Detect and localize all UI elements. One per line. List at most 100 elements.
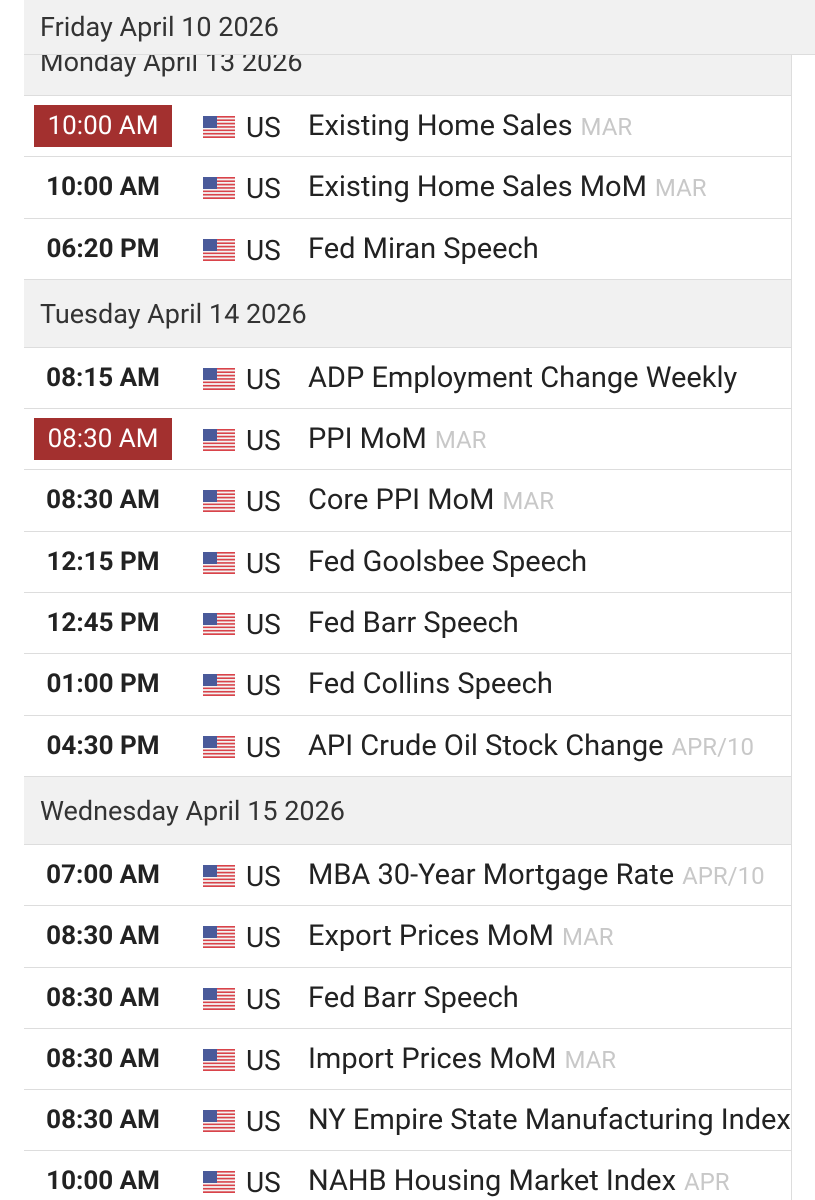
event-period: APR/10: [682, 861, 765, 890]
flag: [203, 674, 235, 700]
country: US: [246, 608, 281, 642]
country: US: [246, 172, 281, 206]
event-row[interactable]: 07:00 AM US MBA 30-Year Mortgage Rate APR/1…: [24, 845, 791, 907]
flag: [203, 864, 235, 891]
event: NAHB Housing Market Index APR: [308, 1151, 730, 1200]
event-period: APR/10: [671, 732, 754, 761]
flag: [203, 1110, 235, 1136]
event-time: 08:30 AM: [46, 921, 160, 952]
event-time: 10:00 AM: [46, 172, 160, 203]
event-time: 08:30 AM: [34, 418, 172, 461]
event-row[interactable]: 10:00 AM US Existing Home Sales MAR: [24, 96, 791, 158]
event-row[interactable]: 12:45 PM US Fed Barr Speech: [24, 593, 791, 655]
event: Fed Collins Speech: [308, 654, 553, 714]
event-time: 10:00 AM: [34, 105, 172, 147]
us-flag: [203, 177, 235, 200]
country: US: [246, 1105, 281, 1139]
us-flag: [203, 429, 235, 452]
event-row[interactable]: 08:30 AM US Fed Barr Speech: [24, 968, 791, 1029]
us-flag: [203, 1110, 235, 1133]
event-name: API Crude Oil Stock Change: [308, 728, 664, 763]
us-flag: [203, 735, 235, 758]
event-period: MAR: [502, 487, 554, 516]
event-row[interactable]: 08:15 AM US ADP Employment Change Weekly: [24, 348, 791, 410]
event-name: Fed Barr Speech: [308, 606, 519, 641]
event-row[interactable]: 01:00 PM US Fed Collins Speech: [24, 654, 791, 716]
event-time: 04:30 PM: [46, 730, 160, 761]
us-flag: [203, 926, 235, 949]
country: US: [246, 362, 281, 396]
event-period: MAR: [564, 1045, 617, 1074]
country: US: [246, 730, 281, 764]
event: Fed Barr Speech: [308, 968, 519, 1028]
event: Existing Home Sales MAR: [308, 96, 633, 156]
event-name: Fed Collins Speech: [308, 667, 553, 702]
event: Fed Goolsbee Speech: [308, 532, 588, 592]
event-row[interactable]: 08:30 AM US Export Prices MoM MAR: [24, 906, 791, 968]
event-period: MAR: [580, 113, 633, 141]
country: US: [246, 111, 281, 144]
flag: [203, 735, 235, 762]
event-name: Fed Barr Speech: [308, 980, 519, 1015]
day-header: Wednesday April 15 2026: [24, 776, 791, 845]
event-period: MAR: [561, 923, 614, 952]
country: US: [246, 859, 281, 893]
event-row[interactable]: 08:30 AM US Import Prices MoM MAR: [24, 1029, 791, 1091]
us-flag: [203, 864, 235, 887]
event-name: Fed Miran Speech: [308, 231, 539, 266]
country: US: [246, 1166, 281, 1200]
flag: [203, 238, 235, 265]
event-row[interactable]: 08:30 AM US NY Empire State Manufacturing …: [24, 1090, 791, 1152]
flag: [203, 551, 235, 578]
event-time: 01:00 PM: [46, 669, 160, 700]
flag: [203, 177, 235, 203]
event: Fed Miran Speech: [308, 219, 539, 279]
event: API Crude Oil Stock Change APR/10: [308, 716, 754, 776]
us-flag: [203, 613, 235, 636]
country: US: [246, 921, 281, 955]
event-time: 08:30 AM: [46, 1105, 160, 1136]
event-row[interactable]: 12:15 PM US Fed Goolsbee Speech: [24, 532, 791, 594]
us-flag: [203, 367, 235, 390]
flag: [203, 367, 235, 394]
event: Core PPI MoM MAR: [308, 470, 554, 530]
event-name: Core PPI MoM: [308, 483, 495, 518]
country: US: [246, 424, 281, 458]
event-row[interactable]: 08:30 AM US PPI MoM MAR: [24, 409, 791, 471]
event: NY Empire State Manufacturing Index: [308, 1090, 791, 1150]
event-row[interactable]: 10:00 AM US Existing Home Sales MoM MAR: [24, 157, 791, 219]
us-flag: [203, 987, 235, 1010]
event-time: 10:00 AM: [46, 1166, 160, 1197]
event-name: Existing Home Sales MoM: [308, 170, 647, 205]
event: PPI MoM MAR: [308, 409, 487, 469]
sticky-day-header: Friday April 10 2026: [24, 0, 815, 55]
event-name: NAHB Housing Market Index: [308, 1164, 676, 1199]
event-period: MAR: [434, 426, 487, 455]
event-period: MAR: [654, 174, 707, 203]
flag: [203, 1171, 235, 1197]
event-name: Fed Goolsbee Speech: [308, 544, 588, 579]
event: Export Prices MoM MAR: [308, 906, 614, 966]
flag: [203, 613, 235, 639]
event-row[interactable]: 08:30 AM US Core PPI MoM MAR: [24, 470, 791, 532]
event-row[interactable]: 10:00 AM US NAHB Housing Market Index APR: [24, 1151, 791, 1200]
event: Import Prices MoM MAR: [308, 1029, 617, 1089]
country: US: [246, 982, 281, 1016]
event-name: Import Prices MoM: [308, 1041, 557, 1076]
event-name: PPI MoM: [308, 422, 427, 457]
flag: [203, 1048, 235, 1075]
event-time: 08:30 AM: [46, 982, 160, 1013]
event-time: 12:45 PM: [46, 608, 160, 639]
event-list: Monday April 13 2026 10:00 AM US Existing H…: [24, 28, 792, 1200]
flag: [203, 116, 235, 142]
country: US: [246, 233, 281, 267]
us-flag: [203, 1171, 235, 1194]
event-time: 08:30 AM: [46, 1043, 160, 1074]
event-row[interactable]: 04:30 PM US API Crude Oil Stock Change APR/…: [24, 716, 791, 777]
event-time: 06:20 PM: [46, 233, 160, 264]
event-time: 12:15 PM: [46, 546, 160, 577]
event-row[interactable]: 06:20 PM US Fed Miran Speech: [24, 219, 791, 280]
event-time: 08:15 AM: [46, 362, 160, 393]
us-flag: [203, 490, 235, 513]
